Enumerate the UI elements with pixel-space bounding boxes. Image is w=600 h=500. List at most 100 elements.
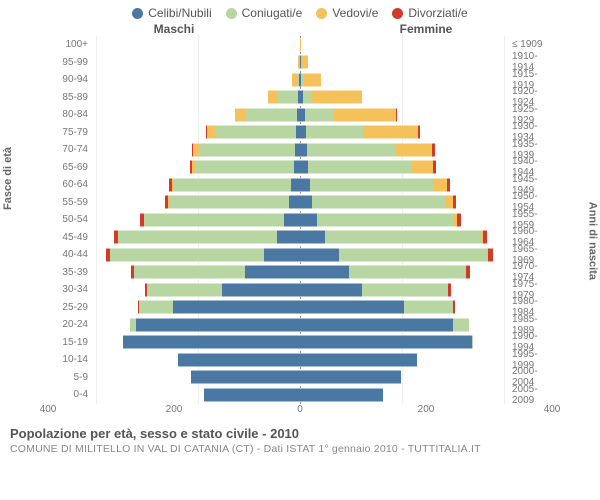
legend-item: Vedovi/e [316,6,378,20]
birth-year-label: ≤ 1909 [508,39,552,50]
age-label: 50-54 [48,214,92,225]
y-left-axis-title: Fasce di età [2,147,14,210]
age-label: 40-44 [48,249,92,260]
female-bar [300,106,508,124]
female-bar [300,36,508,54]
pyramid-row: 15-191990-1994 [48,334,552,352]
pyramid-row: 60-641945-1949 [48,176,552,194]
female-bar [300,194,508,212]
male-bar [92,36,300,54]
x-tick-label: 400 [40,404,57,415]
bar-pair [92,299,508,317]
legend-dot [392,8,403,19]
female-bar [300,334,508,352]
female-bar [300,229,508,247]
pyramid-row: 80-841925-1929 [48,106,552,124]
legend-label: Coniugati/e [242,6,303,20]
female-bar [300,299,508,317]
age-label: 5-9 [48,372,92,383]
age-label: 15-19 [48,337,92,348]
bar-pair [92,176,508,194]
male-bar [92,386,300,404]
pyramid-row: 70-741935-1939 [48,141,552,159]
age-label: 60-64 [48,179,92,190]
x-tick-label: 0 [297,404,303,415]
bar-pair [92,386,508,404]
bar-pair [92,351,508,369]
pyramid-row: 5-92000-2004 [48,369,552,387]
x-tick-label: 400 [544,404,561,415]
male-bar [92,141,300,159]
female-bar [300,246,508,264]
age-label: 10-14 [48,354,92,365]
pyramid-row: 55-591950-1954 [48,194,552,212]
legend-item: Divorziati/e [392,6,467,20]
age-label: 30-34 [48,284,92,295]
male-bar [92,54,300,72]
legend-item: Coniugati/e [226,6,303,20]
age-label: 75-79 [48,127,92,138]
bar-pair [92,124,508,142]
male-title: Maschi [48,22,300,36]
legend-dot [132,8,143,19]
male-bar [92,281,300,299]
x-tick-label: 200 [418,404,435,415]
legend-label: Divorziati/e [408,6,467,20]
female-bar [300,176,508,194]
pyramid-row: 90-941915-1919 [48,71,552,89]
chart-subtitle: COMUNE DI MILITELLO IN VAL DI CATANIA (C… [10,443,590,455]
pyramid-row: 85-891920-1924 [48,89,552,107]
bar-pair [92,229,508,247]
age-label: 35-39 [48,267,92,278]
female-bar [300,351,508,369]
female-bar [300,159,508,177]
legend-label: Celibi/Nubili [148,6,211,20]
y-right-axis-title: Anni di nascita [586,202,598,280]
birth-year-label: 2005-2009 [508,384,552,406]
female-bar [300,71,508,89]
bar-pair [92,141,508,159]
age-label: 70-74 [48,144,92,155]
male-bar [92,176,300,194]
female-bar [300,211,508,229]
pyramid-row: 65-691940-1944 [48,159,552,177]
female-bar [300,386,508,404]
bar-pair [92,334,508,352]
male-bar [92,316,300,334]
age-label: 20-24 [48,319,92,330]
legend-dot [316,8,327,19]
male-bar [92,334,300,352]
bar-pair [92,211,508,229]
pyramid-row: 50-541955-1959 [48,211,552,229]
pyramid-row: 0-4 2005-2009 [48,386,552,404]
male-bar [92,229,300,247]
bar-pair [92,369,508,387]
bar-pair [92,194,508,212]
bar-pair [92,246,508,264]
pyramid-row: 20-241985-1989 [48,316,552,334]
female-bar [300,264,508,282]
female-bar [300,369,508,387]
legend-item: Celibi/Nubili [132,6,211,20]
x-tick-label: 200 [166,404,183,415]
pyramid-row: 25-291980-1984 [48,299,552,317]
age-label: 85-89 [48,92,92,103]
age-label: 0-4 [48,389,92,400]
bar-pair [92,71,508,89]
male-bar [92,264,300,282]
pyramid-row: 100+≤ 1909 [48,36,552,54]
female-title: Femmine [300,22,552,36]
age-label: 65-69 [48,162,92,173]
pyramid-row: 30-341975-1979 [48,281,552,299]
female-bar [300,316,508,334]
pyramid-row: 45-491960-1964 [48,229,552,247]
age-label: 80-84 [48,109,92,120]
chart-title: Popolazione per età, sesso e stato civil… [10,426,590,441]
legend-dot [226,8,237,19]
age-label: 95-99 [48,57,92,68]
chart-footer: Popolazione per età, sesso e stato civil… [10,426,590,455]
bar-pair [92,106,508,124]
bar-pair [92,264,508,282]
pyramid-row: 40-441965-1969 [48,246,552,264]
female-bar [300,89,508,107]
